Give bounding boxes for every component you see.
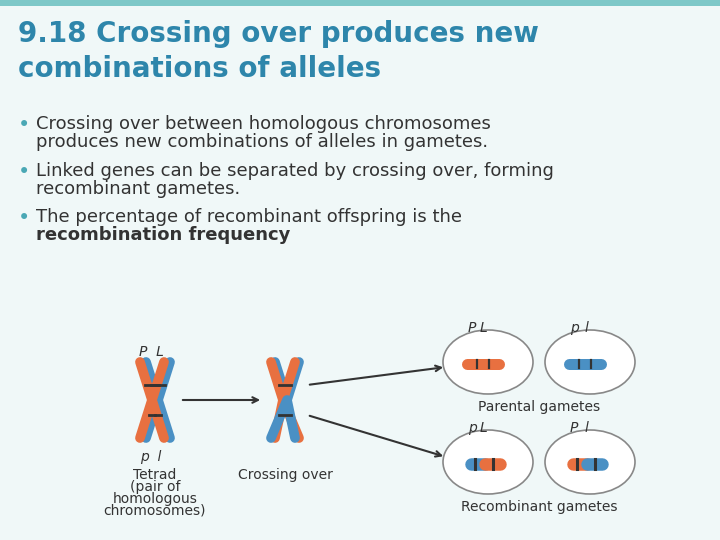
Text: p  l: p l bbox=[140, 450, 162, 464]
Text: •: • bbox=[18, 115, 30, 135]
Ellipse shape bbox=[443, 330, 533, 394]
Text: chromosomes): chromosomes) bbox=[104, 504, 206, 518]
Text: L: L bbox=[480, 421, 488, 435]
Text: The percentage of recombinant offspring is the: The percentage of recombinant offspring … bbox=[36, 208, 462, 226]
Text: Crossing over: Crossing over bbox=[238, 468, 333, 482]
Ellipse shape bbox=[443, 430, 533, 494]
Text: P  L: P L bbox=[138, 345, 163, 359]
Ellipse shape bbox=[545, 430, 635, 494]
FancyBboxPatch shape bbox=[0, 0, 720, 6]
Text: L: L bbox=[480, 321, 488, 335]
Text: Recombinant gametes: Recombinant gametes bbox=[461, 500, 617, 514]
Text: •: • bbox=[18, 162, 30, 182]
Text: p: p bbox=[467, 421, 477, 435]
Text: produces new combinations of alleles in gametes.: produces new combinations of alleles in … bbox=[36, 133, 488, 151]
Text: p: p bbox=[570, 321, 578, 335]
Text: recombinant gametes.: recombinant gametes. bbox=[36, 180, 240, 198]
Text: Linked genes can be separated by crossing over, forming: Linked genes can be separated by crossin… bbox=[36, 162, 554, 180]
Text: Tetrad: Tetrad bbox=[133, 468, 176, 482]
Text: Crossing over between homologous chromosomes: Crossing over between homologous chromos… bbox=[36, 115, 491, 133]
Text: P: P bbox=[468, 321, 476, 335]
Text: l: l bbox=[584, 321, 588, 335]
Text: .: . bbox=[190, 226, 196, 244]
Text: •: • bbox=[18, 208, 30, 228]
Text: Parental gametes: Parental gametes bbox=[478, 400, 600, 414]
Text: recombination frequency: recombination frequency bbox=[36, 226, 290, 244]
Text: l: l bbox=[584, 421, 588, 435]
Text: 9.18 Crossing over produces new
combinations of alleles: 9.18 Crossing over produces new combinat… bbox=[18, 20, 539, 83]
Text: P: P bbox=[570, 421, 578, 435]
Ellipse shape bbox=[545, 330, 635, 394]
Text: (pair of: (pair of bbox=[130, 480, 180, 494]
Text: homologous: homologous bbox=[112, 492, 197, 506]
